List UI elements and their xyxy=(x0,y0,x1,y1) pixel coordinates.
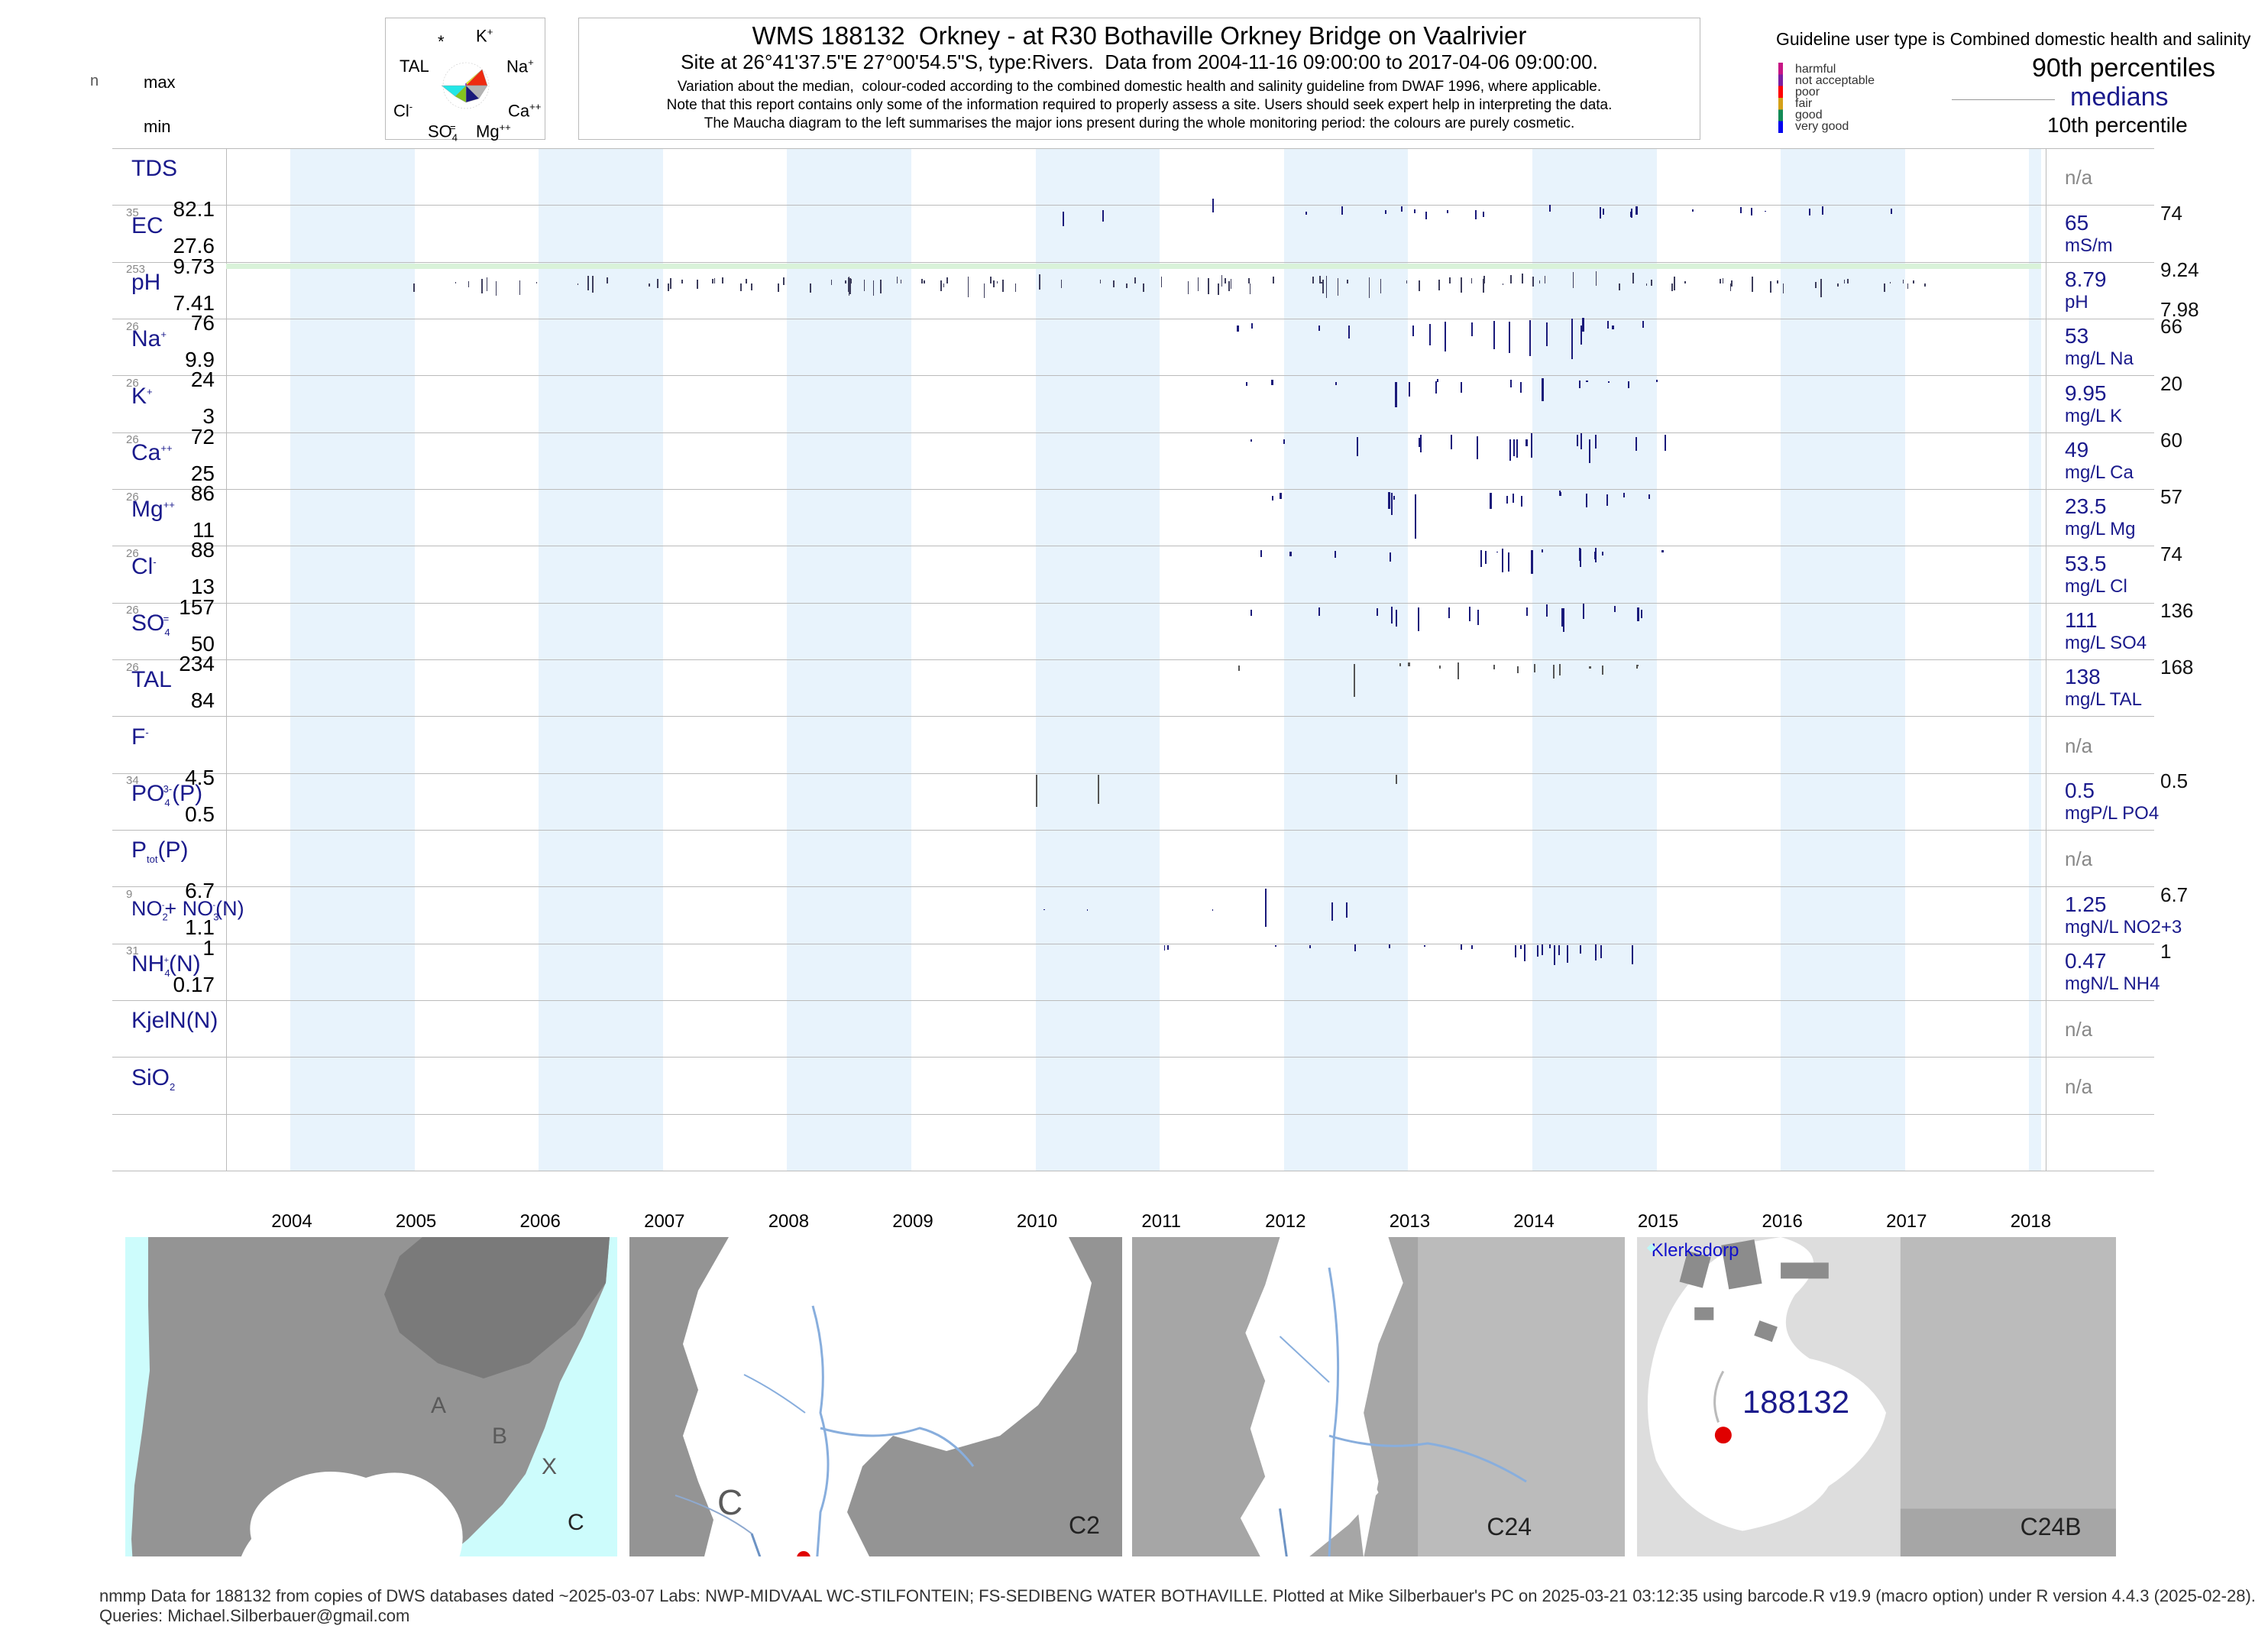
svg-text:Klerksdorp: Klerksdorp xyxy=(1652,1240,1739,1261)
svg-text:A: A xyxy=(431,1393,446,1418)
svg-text:X: X xyxy=(542,1454,557,1479)
svg-text:188132: 188132 xyxy=(1742,1384,1849,1420)
svg-text:C24: C24 xyxy=(1487,1513,1532,1540)
svg-text:C2: C2 xyxy=(1069,1511,1100,1539)
svg-text:B: B xyxy=(492,1424,507,1449)
svg-text:C: C xyxy=(568,1510,584,1535)
svg-text:C: C xyxy=(717,1482,743,1522)
svg-text:C24B: C24B xyxy=(2020,1513,2082,1540)
